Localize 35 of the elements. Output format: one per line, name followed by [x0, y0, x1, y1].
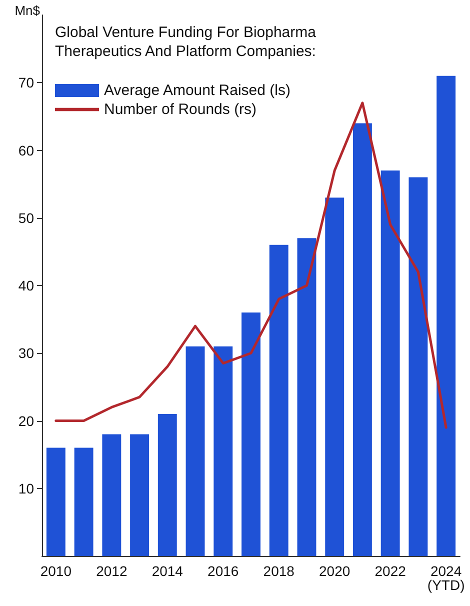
x-tick-label: 2010	[40, 563, 72, 579]
bar	[269, 244, 288, 556]
y-axis-title: Mn$	[14, 3, 41, 18]
y-tick-label: 50	[18, 210, 34, 226]
x-tick-label: 2022	[374, 563, 406, 579]
bar	[102, 434, 122, 556]
x-tick-label: 2024 (YTD)	[427, 563, 465, 593]
bar	[186, 346, 205, 556]
bar	[242, 312, 260, 556]
bar	[297, 238, 316, 556]
y-tick-label: 30	[18, 345, 34, 362]
bar	[130, 434, 150, 556]
bar	[214, 346, 233, 556]
bar	[408, 177, 428, 556]
legend-label: Average Amount Raised (ls)	[104, 82, 290, 99]
bar	[380, 170, 400, 556]
y-tick-label: 20	[18, 412, 34, 429]
bar	[352, 123, 372, 556]
y-tick-label: 70	[18, 74, 34, 91]
legend-label: Number of Rounds (rs)	[104, 101, 257, 118]
x-tick-label: 2016	[208, 563, 239, 579]
line-series	[54, 102, 448, 429]
y-tick-label: 10	[18, 480, 34, 496]
text: Global Venture Funding For Biopharma Therapeutics And Platform Companies:	[55, 24, 317, 60]
y-tick-label: 60	[18, 142, 34, 158]
bar	[46, 448, 66, 556]
x-tick-label: 2018	[263, 563, 295, 579]
bar	[74, 448, 94, 556]
y-tick-label: 40	[18, 278, 34, 294]
x-tick-label: 2012	[96, 563, 128, 579]
x-tick-label: 2020	[319, 563, 350, 579]
x-tick-label: 2014	[152, 563, 184, 579]
bar	[158, 414, 177, 556]
bar	[436, 76, 456, 556]
bar	[325, 198, 344, 556]
